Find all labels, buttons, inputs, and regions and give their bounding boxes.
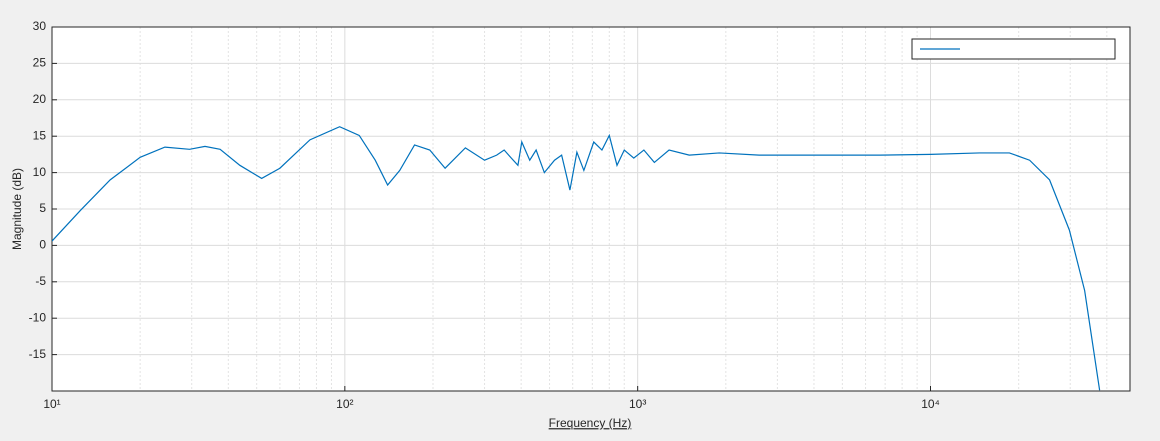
x-axis-label: Frequency (Hz) xyxy=(549,416,632,430)
y-tick-label: 20 xyxy=(33,92,47,106)
y-tick-label: -15 xyxy=(29,347,47,361)
y-tick-label: 5 xyxy=(39,201,46,215)
y-axis-label: Magnitude (dB) xyxy=(10,168,24,250)
axes-box xyxy=(51,26,1131,392)
x-tick-label: 10³ xyxy=(629,397,646,411)
legend-box xyxy=(911,38,1116,60)
y-tick-label: 0 xyxy=(39,238,46,252)
y-tick-label: 25 xyxy=(33,56,47,70)
y-tick-label: 15 xyxy=(33,128,47,142)
y-tick-label: -5 xyxy=(35,274,46,288)
y-tick-label: -10 xyxy=(29,310,47,324)
y-tick-label: 30 xyxy=(33,19,47,33)
line-series xyxy=(52,126,1101,391)
y-tick-label: 10 xyxy=(33,165,47,179)
x-tick-label: 10⁴ xyxy=(921,397,940,411)
x-tick-label: 10² xyxy=(336,397,353,411)
x-tick-label: 10¹ xyxy=(43,397,60,411)
